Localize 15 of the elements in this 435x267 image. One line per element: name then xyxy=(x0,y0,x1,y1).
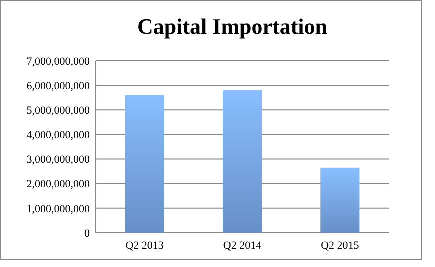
x-tick-label: Q2 2013 xyxy=(126,240,164,252)
y-tick-label: 1,000,000,000 xyxy=(26,203,90,216)
y-tick-label: 7,000,000,000 xyxy=(26,56,90,68)
x-tick-label: Q2 2014 xyxy=(223,240,262,252)
bar xyxy=(320,168,360,233)
y-tick-label: 6,000,000,000 xyxy=(26,80,90,92)
y-tick-label: 5,000,000,000 xyxy=(26,104,90,117)
y-tick-label: 3,000,000,000 xyxy=(26,154,90,166)
bar xyxy=(222,90,262,233)
y-tick-label: 2,000,000,000 xyxy=(26,178,90,191)
bar xyxy=(125,95,164,233)
y-tick-label: 0 xyxy=(84,228,90,240)
y-tick-label: 4,000,000,000 xyxy=(26,130,90,142)
chart-title: Capital Importation xyxy=(137,14,328,39)
x-tick-label: Q2 2015 xyxy=(321,240,360,252)
